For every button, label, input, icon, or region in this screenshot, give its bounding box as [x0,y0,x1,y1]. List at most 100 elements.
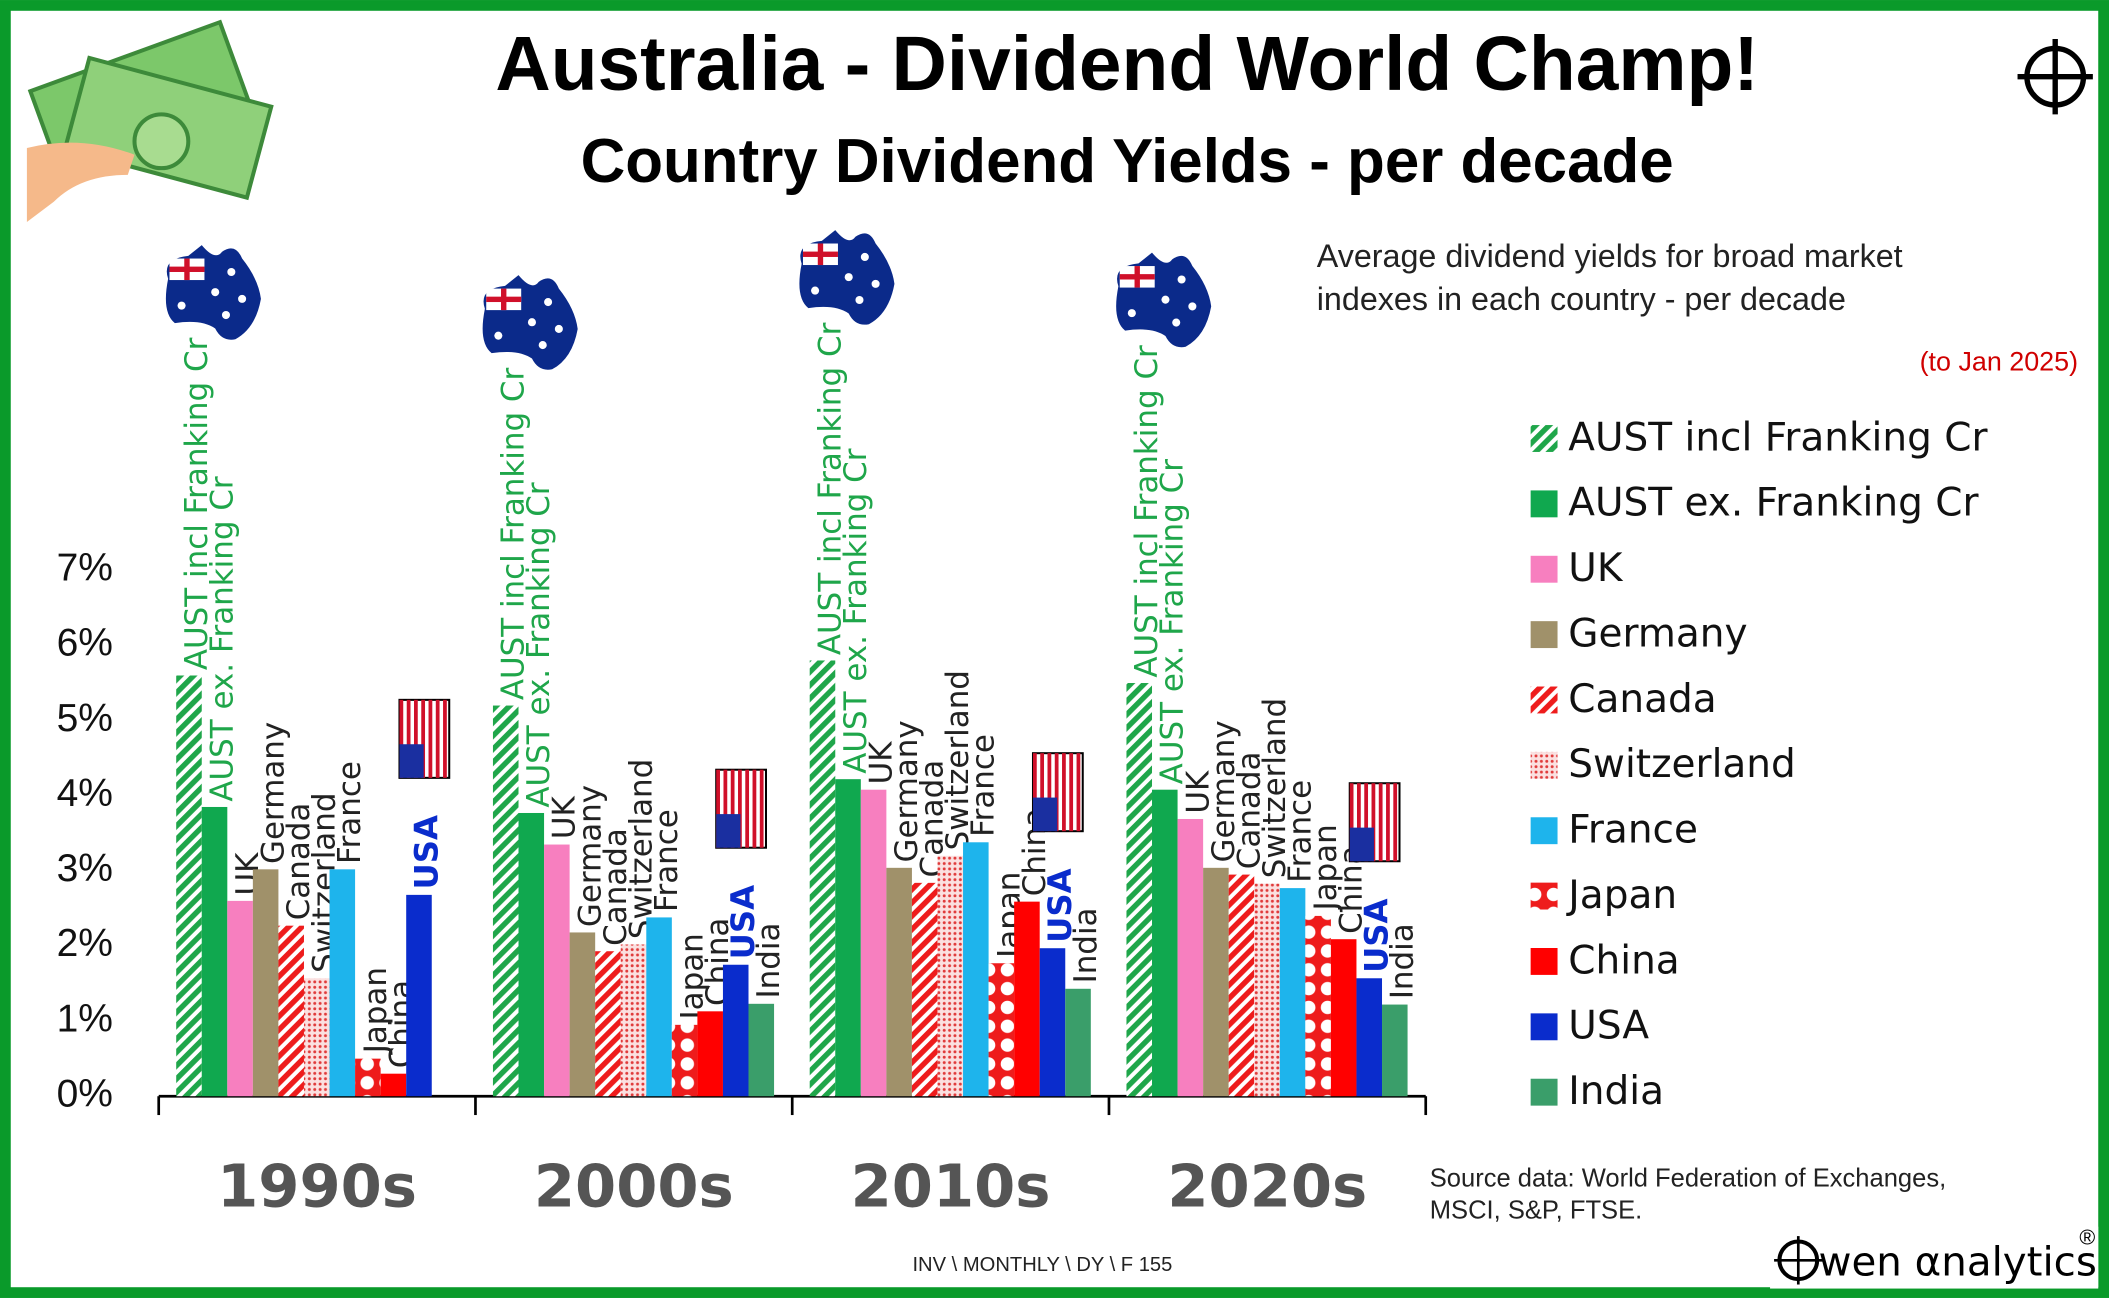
bar [518,812,545,1097]
flag-stripe [730,769,735,848]
flag-star [238,294,247,303]
usa-flag [1031,752,1084,833]
legend-swatch [1530,882,1558,910]
bar [176,675,202,1097]
bar [1177,818,1204,1097]
x-tick-label: 2010s [851,1151,1051,1220]
flag-stripe [1054,753,1059,832]
legend-label: Germany [1568,611,1747,656]
flag-stripe [421,699,426,778]
flag-stripe [1386,783,1390,862]
bar [569,932,596,1097]
australia-flag [482,275,578,370]
legend-swatch [1530,1078,1558,1106]
legend-label: AUST incl Franking Cr [1568,415,1988,460]
bar [988,963,1015,1097]
flag-star [844,273,853,282]
flag-star [855,295,864,305]
legend-swatch [1530,1013,1558,1041]
flag-stripe [1393,783,1398,862]
flag-star [1172,318,1181,327]
legend-label: China [1568,938,1679,983]
bar-label: AUST ex. Franking Cr [1155,459,1191,785]
flag-canton [1349,827,1374,862]
bar-label: UK [547,796,583,840]
flag-cross [817,243,824,266]
bar-label: Switzerland [1257,698,1293,878]
bar-label: France [1282,780,1318,883]
title: Australia - Dividend World Champ! [495,22,1759,107]
bar-label: USA [407,815,445,889]
usa-flag [398,698,451,779]
bar [595,951,621,1097]
flag-star [554,324,563,333]
source: MSCI, S&P, FTSE. [1430,1197,1642,1225]
bar [911,882,938,1097]
legend-swatch [1530,686,1558,714]
bar [380,1073,407,1097]
flag-star [494,331,503,340]
bar [835,779,861,1097]
y-tick-label: 6% [57,622,113,665]
bar-label: Switzerland [940,670,976,850]
flag-star [221,310,230,320]
bar-label: France [966,734,1002,837]
legend-label: Switzerland [1568,742,1795,787]
flag-stripe [1069,753,1074,832]
legend-label: USA [1568,1004,1649,1049]
x-tick-label: 2000s [534,1151,734,1220]
bar [492,705,519,1097]
flag-stripe [752,769,757,848]
flag-star [1188,302,1197,311]
bar-label: Germany [1206,720,1242,862]
flag-star [211,288,220,297]
legend-swatch [1530,751,1558,779]
flag-stripe [1062,753,1066,832]
legend-swatch [1530,621,1558,649]
bar-label: AUST incl Franking Cr [179,337,215,670]
bar-label: AUST ex. Franking Cr [521,482,557,808]
bar [1228,874,1255,1097]
bar [278,925,304,1097]
bar [620,944,647,1097]
bar-label: USA [724,885,762,959]
bar-label: India [751,923,787,999]
flag-canton [1032,797,1058,832]
legend-label: Japan [1565,873,1677,918]
bar-label: Canada [281,803,317,921]
bar-label: AUST incl Franking Cr [812,322,848,655]
bar [1356,978,1383,1097]
flag-stripe [406,699,411,778]
bar [329,869,356,1097]
bar [303,978,330,1097]
logo: wen αnalytics ® [1770,1225,2099,1289]
australia-flag [1116,252,1212,348]
bar [1014,901,1040,1097]
y-tick-label: 5% [57,697,113,740]
flag-stripe [428,699,433,778]
bar [406,894,432,1097]
flag-star [227,267,236,277]
flag-star [1127,309,1136,318]
flag-stripe [738,769,742,848]
flag-star [860,252,869,261]
bar-label: Japan [358,967,394,1055]
usa-flag [1348,782,1401,863]
bar [252,869,279,1097]
legend-label: Canada [1568,677,1716,722]
bar [1039,948,1066,1097]
bar-label: India [1385,923,1421,999]
bar-label: Germany [889,720,925,862]
flag-stripe [745,769,750,848]
bar [1305,915,1331,1097]
crosshair-icon [2017,39,2093,115]
bar [544,844,570,1097]
bar [886,867,912,1097]
flag-stripe [1364,783,1369,862]
bar [201,806,228,1097]
bar [860,789,887,1097]
flag-star [527,318,536,327]
bar [963,842,989,1097]
bar [1382,1004,1408,1097]
